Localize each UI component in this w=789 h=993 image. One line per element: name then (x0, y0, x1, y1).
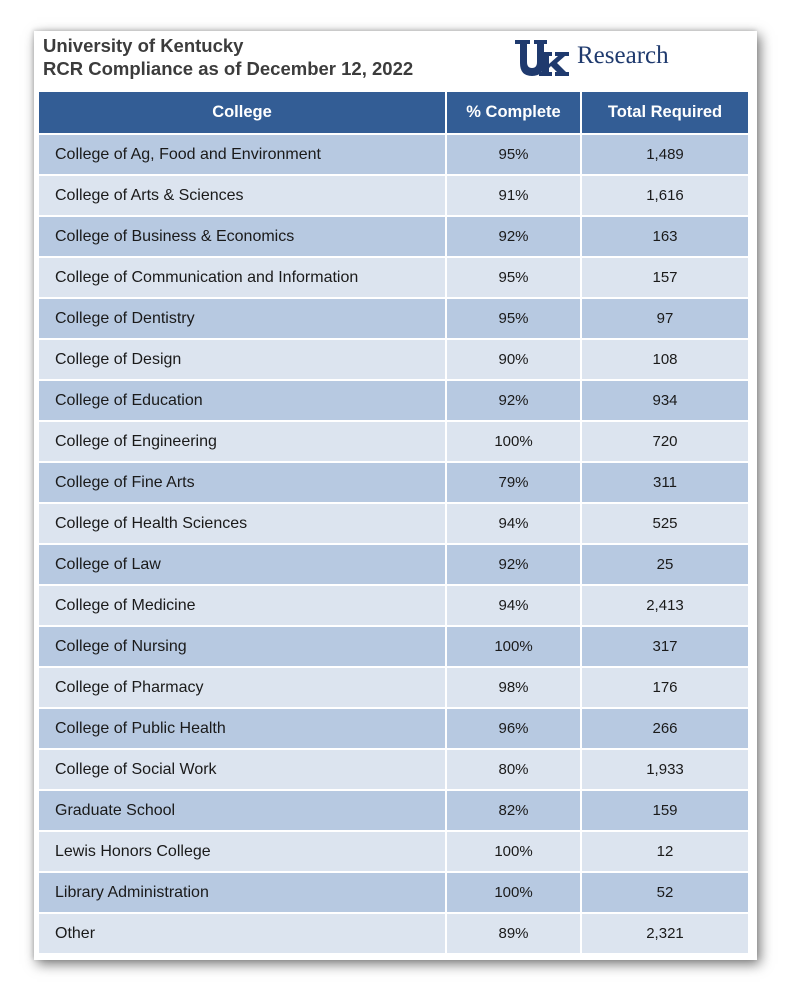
percent-complete-cell: 100% (446, 830, 582, 872)
table-row: College of Medicine 94% 2,413 (39, 584, 748, 626)
total-required-cell: 720 (581, 420, 748, 462)
percent-complete-cell: 80% (446, 748, 582, 790)
uk-logo-icon: UK (515, 40, 569, 76)
percent-complete-cell: 95% (446, 256, 582, 298)
percent-complete-cell: 95% (446, 133, 582, 175)
percent-complete-cell: 94% (446, 584, 582, 626)
compliance-table: College % Complete Total Required Colleg… (39, 92, 748, 953)
total-required-cell: 176 (581, 666, 748, 708)
percent-complete-cell: 92% (446, 543, 582, 585)
total-required-cell: 1,616 (581, 174, 748, 216)
column-header-percent-complete: % Complete (446, 92, 582, 134)
college-cell: College of Medicine (39, 584, 447, 626)
total-required-cell: 97 (581, 297, 748, 339)
percent-complete-cell: 94% (446, 502, 582, 544)
college-cell: College of Ag, Food and Environment (39, 133, 447, 175)
percent-complete-cell: 91% (446, 174, 582, 216)
logo-wordmark: Research (577, 41, 669, 69)
percent-complete-cell: 100% (446, 871, 582, 913)
report-subtitle: RCR Compliance as of December 12, 2022 (43, 58, 414, 79)
column-header-total-required: Total Required (581, 92, 748, 134)
table-row: College of Ag, Food and Environment 95% 1,… (39, 133, 748, 175)
college-cell: Library Administration (39, 871, 447, 913)
table-row: College of Social Work 80% 1,933 (39, 748, 748, 790)
table-row: College of Engineering 100% 720 (39, 420, 748, 462)
table-body: College of Ag, Food and Environment 95% 1,… (39, 133, 748, 953)
total-required-cell: 2,413 (581, 584, 748, 626)
college-cell: College of Communication and Information (39, 256, 447, 298)
total-required-cell: 1,489 (581, 133, 748, 175)
total-required-cell: 317 (581, 625, 748, 667)
total-required-cell: 1,933 (581, 748, 748, 790)
table-header-row: College % Complete Total Required (39, 92, 748, 134)
college-cell: College of Engineering (39, 420, 447, 462)
percent-complete-cell: 79% (446, 461, 582, 503)
college-cell: College of Pharmacy (39, 666, 447, 708)
percent-complete-cell: 100% (446, 420, 582, 462)
college-cell: College of Nursing (39, 625, 447, 667)
college-cell: College of Education (39, 379, 447, 421)
table-row: College of Pharmacy 98% 176 (39, 666, 748, 708)
table-row: Lewis Honors College 100% 12 (39, 830, 748, 872)
college-cell: College of Design (39, 338, 447, 380)
report-title: University of Kentucky RCR Compliance as… (43, 34, 413, 80)
institution-name: University of Kentucky (43, 35, 244, 56)
percent-complete-cell: 96% (446, 707, 582, 749)
table-row: College of Education 92% 934 (39, 379, 748, 421)
report-card: University of Kentucky RCR Compliance as… (34, 31, 757, 960)
college-cell: College of Social Work (39, 748, 447, 790)
percent-complete-cell: 100% (446, 625, 582, 667)
total-required-cell: 163 (581, 215, 748, 257)
table-row: College of Public Health 96% 266 (39, 707, 748, 749)
table-row: College of Fine Arts 79% 311 (39, 461, 748, 503)
total-required-cell: 311 (581, 461, 748, 503)
college-cell: College of Fine Arts (39, 461, 447, 503)
percent-complete-cell: 98% (446, 666, 582, 708)
college-cell: College of Public Health (39, 707, 447, 749)
total-required-cell: 12 (581, 830, 748, 872)
uk-research-logo: UK Research (514, 38, 669, 78)
total-required-cell: 108 (581, 338, 748, 380)
total-required-cell: 157 (581, 256, 748, 298)
college-cell: Graduate School (39, 789, 447, 831)
total-required-cell: 525 (581, 502, 748, 544)
table-row: College of Dentistry 95% 97 (39, 297, 748, 339)
college-cell: College of Business & Economics (39, 215, 447, 257)
table-row: College of Health Sciences 94% 525 (39, 502, 748, 544)
table-row: College of Business & Economics 92% 163 (39, 215, 748, 257)
college-cell: College of Health Sciences (39, 502, 447, 544)
table-row: Other 89% 2,321 (39, 912, 748, 953)
total-required-cell: 159 (581, 789, 748, 831)
table-row: College of Communication and Information… (39, 256, 748, 298)
table-row: Graduate School 82% 159 (39, 789, 748, 831)
table-row: Library Administration 100% 52 (39, 871, 748, 913)
total-required-cell: 25 (581, 543, 748, 585)
percent-complete-cell: 92% (446, 215, 582, 257)
table-row: College of Arts & Sciences 91% 1,616 (39, 174, 748, 216)
total-required-cell: 2,321 (581, 912, 748, 953)
college-cell: College of Dentistry (39, 297, 447, 339)
column-header-college: College (39, 92, 447, 134)
college-cell: College of Law (39, 543, 447, 585)
percent-complete-cell: 92% (446, 379, 582, 421)
table-row: College of Nursing 100% 317 (39, 625, 748, 667)
total-required-cell: 934 (581, 379, 748, 421)
total-required-cell: 266 (581, 707, 748, 749)
percent-complete-cell: 95% (446, 297, 582, 339)
percent-complete-cell: 90% (446, 338, 582, 380)
college-cell: Lewis Honors College (39, 830, 447, 872)
college-cell: Other (39, 912, 447, 953)
college-cell: College of Arts & Sciences (39, 174, 447, 216)
percent-complete-cell: 82% (446, 789, 582, 831)
percent-complete-cell: 89% (446, 912, 582, 953)
total-required-cell: 52 (581, 871, 748, 913)
table-row: College of Design 90% 108 (39, 338, 748, 380)
table-row: College of Law 92% 25 (39, 543, 748, 585)
